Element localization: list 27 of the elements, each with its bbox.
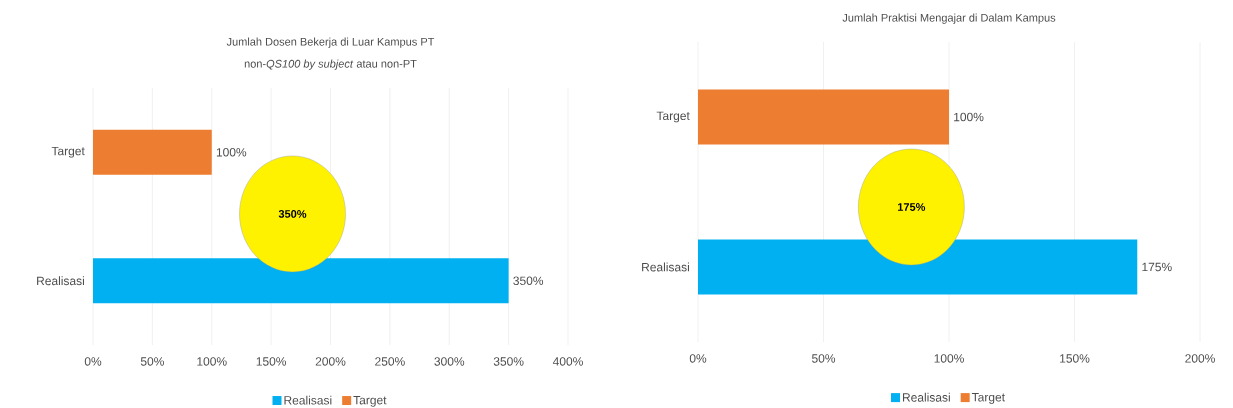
legend-label: Target [971, 393, 1005, 404]
annotation: 350% [278, 210, 307, 218]
x-tick-label: 50% [140, 357, 164, 366]
x-tick-label: 50% [811, 354, 836, 363]
data-label: 100% [954, 112, 984, 122]
x-tick-label: 250% [375, 357, 405, 366]
data-label: 350% [513, 276, 544, 286]
x-tick-label: 150% [256, 357, 287, 366]
legend-label: Realisasi [902, 392, 950, 402]
x-tick-label: 350% [493, 357, 524, 366]
chart-subtitle: non-QS100 by subject atau non-PT [244, 59, 417, 70]
x-tick-label: 200% [315, 357, 346, 366]
legend-label: Realisasi [284, 395, 332, 405]
chart-title: Jumlah Dosen Bekerja di Luar Kampus PT [226, 37, 435, 48]
x-tick-label: 300% [434, 357, 465, 366]
x-tick-label: 0% [84, 357, 102, 366]
x-tick-label: 200% [1185, 354, 1215, 363]
legend-label: Target [353, 396, 387, 407]
x-tick-label: 100% [197, 357, 227, 366]
x-tick-label: 0% [689, 354, 707, 363]
x-tick-label: 100% [934, 354, 964, 363]
chart-title: Jumlah Praktisi Mengajar di Dalam Kampus [842, 13, 1056, 24]
data-label: 175% [1142, 262, 1172, 272]
annotation: 175% [897, 203, 926, 211]
data-label: 100% [216, 148, 247, 157]
x-tick-label: 400% [552, 357, 583, 366]
x-tick-label: 150% [1060, 354, 1090, 363]
